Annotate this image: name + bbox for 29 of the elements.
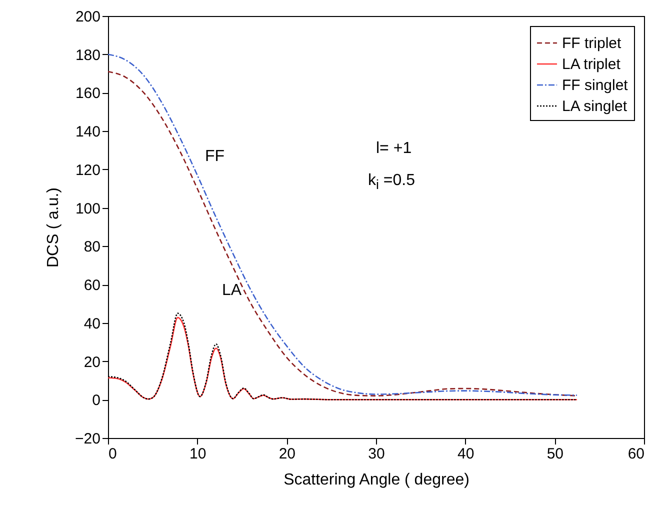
x-tick-label: 60: [628, 446, 644, 462]
y-tick-label: −20: [75, 430, 100, 448]
y-tick-label: 160: [75, 85, 100, 102]
legend-label: LA triplet: [562, 56, 622, 73]
x-tick-label: 0: [108, 446, 117, 462]
x-axis-title: Scattering Angle ( degree): [284, 472, 470, 488]
annotation: k$_{i}$ =0.5: [368, 172, 415, 192]
legend-label: FF singlet: [562, 77, 629, 94]
y-tick-label: 60: [84, 277, 100, 294]
annotation: FF: [205, 148, 225, 166]
annotation: l= +1: [376, 140, 412, 158]
x-tick-label: 30: [368, 446, 385, 462]
y-tick-label: 80: [84, 238, 100, 256]
x-tick-label: 50: [546, 446, 564, 462]
y-tick-label: 120: [75, 162, 100, 179]
y-tick-label: 0: [92, 392, 100, 410]
annotation: LA: [222, 282, 242, 300]
y-tick-label: 100: [75, 200, 100, 218]
y-tick-label: 180: [75, 46, 100, 64]
y-tick-label: 20: [84, 354, 100, 371]
legend-label: FF triplet: [562, 35, 622, 52]
x-tick-label: 40: [457, 446, 474, 462]
y-tick-label: 200: [75, 8, 100, 26]
x-tick-label: 10: [189, 446, 206, 462]
y-axis-title: DCS ( a.u.): [45, 187, 62, 268]
legend-label: LA singlet: [562, 98, 628, 115]
y-tick-label: 40: [84, 315, 100, 332]
y-tick-label: 140: [75, 124, 100, 141]
x-tick-label: 20: [278, 446, 296, 462]
